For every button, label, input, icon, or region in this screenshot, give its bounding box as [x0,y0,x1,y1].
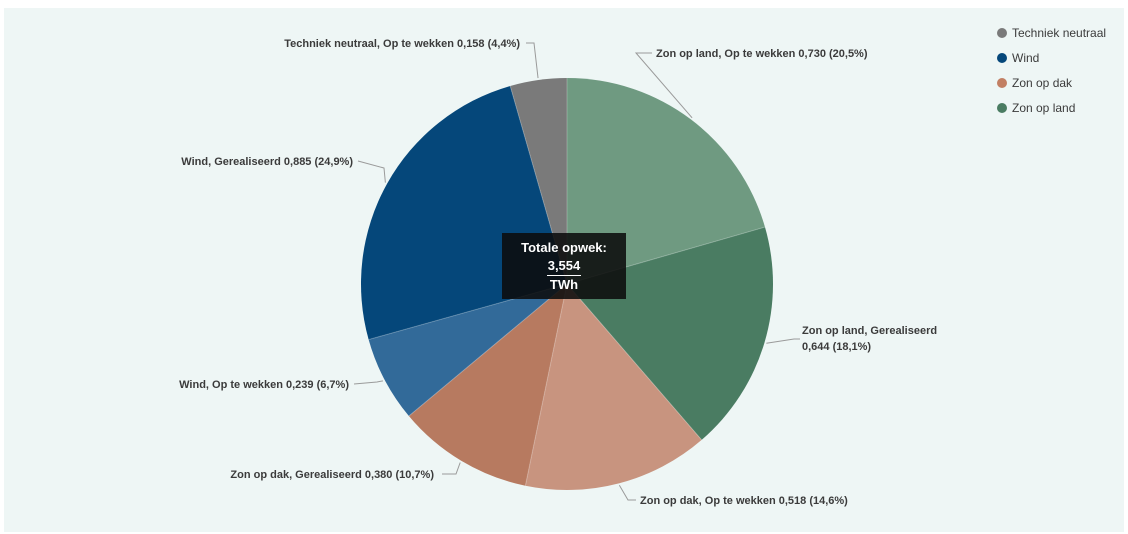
callout-line [618,485,636,501]
total-label: Totale opwek: [521,239,607,255]
legend-label[interactable]: Zon op dak [1012,76,1073,90]
slice-data-label: 0,644 (18,1%) [802,341,871,353]
callout-line [634,52,693,119]
slice-callouts: Zon op land, Op te wekken 0,730 (20,5%) Z… [179,38,937,507]
pie-slice[interactable] [368,284,567,417]
legend-label[interactable]: Zon op land [1012,101,1075,115]
slice-separator [566,283,703,441]
legend-marker[interactable] [997,103,1007,113]
slice-data-label: Zon op dak, Gerealiseerd 0,380 (10,7%) [230,469,434,481]
callout-line [442,462,461,475]
total-tooltip: Totale opwek: 3,554 TWh [502,233,626,299]
callout-line [766,338,800,344]
total-value: 3,554 [546,257,582,276]
slice-data-label: Zon op land, Gerealiseerd [802,325,937,337]
callout-line [526,42,539,79]
total-unit: TWh [549,276,579,292]
callout-line [357,160,386,183]
pie-slice[interactable] [567,78,765,284]
pie-slices [361,78,773,490]
slice-data-label: Zon op land, Op te wekken 0,730 (20,5%) [656,48,868,60]
slice-separator [524,283,568,486]
legend-marker[interactable] [997,53,1007,63]
slice-data-label: Wind, Gerealiseerd 0,885 (24,9%) [181,156,353,168]
slice-separator [408,283,568,417]
pie-slice[interactable] [510,78,567,284]
callout-line [353,380,384,385]
legend-label[interactable]: Wind [1012,51,1039,65]
legend-marker[interactable] [997,78,1007,88]
pie-slice[interactable] [525,284,702,490]
legend-label[interactable]: Techniek neutraal [1012,26,1106,40]
slice-data-label: Wind, Op te wekken 0,239 (6,7%) [179,379,349,391]
slice-data-label: Techniek neutraal, Op te wekken 0,158 (4… [284,38,520,50]
pie-slice[interactable] [408,284,567,486]
pie-chart: Zon op land, Op te wekken 0,730 (20,5%) Z… [179,26,1106,507]
legend-marker[interactable] [997,28,1007,38]
slice-data-label: Zon op dak, Op te wekken 0,518 (14,6%) [640,495,848,507]
chart-legend: Techniek neutraal Wind Zon op dak Zon op la… [997,26,1106,115]
chart-panel: Zon op land, Op te wekken 0,730 (20,5%) Z… [4,8,1124,532]
